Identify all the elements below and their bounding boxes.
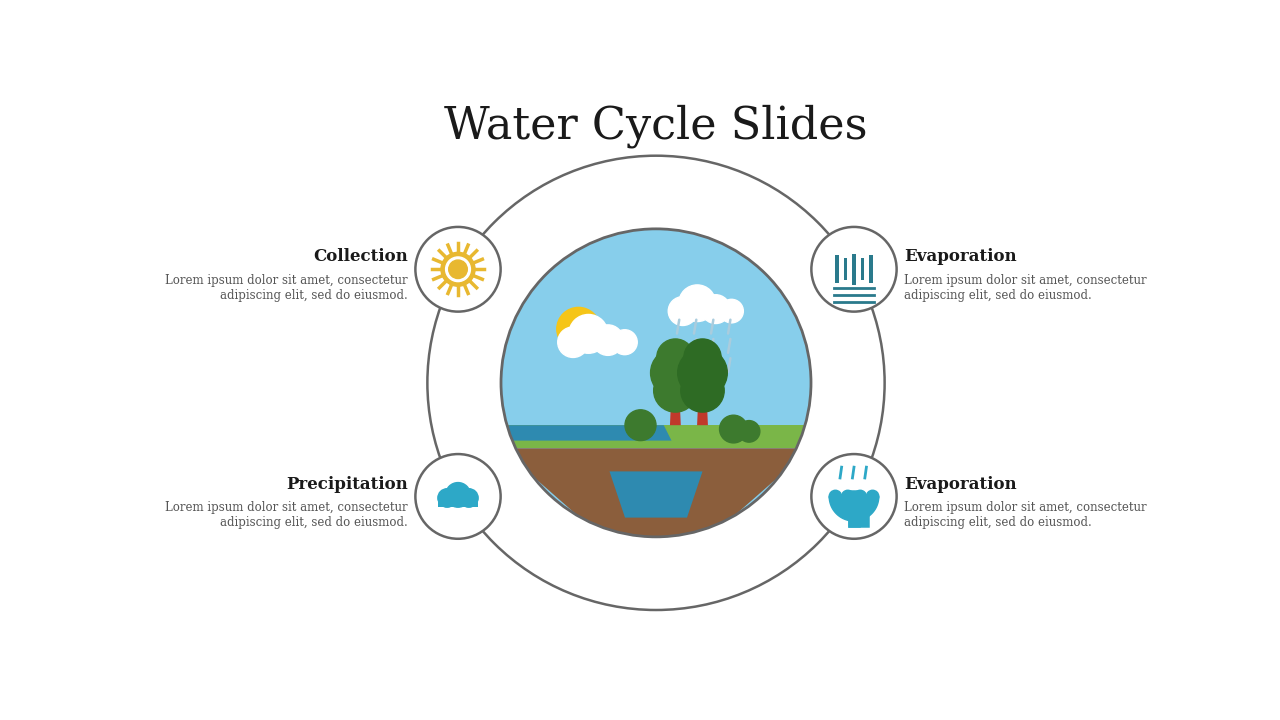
Circle shape bbox=[657, 339, 694, 376]
Circle shape bbox=[445, 482, 471, 507]
Circle shape bbox=[812, 227, 896, 312]
Circle shape bbox=[557, 307, 600, 351]
Bar bbox=[869, 256, 873, 283]
Circle shape bbox=[739, 420, 760, 442]
Circle shape bbox=[841, 490, 854, 503]
Bar bbox=[835, 256, 838, 283]
Polygon shape bbox=[698, 390, 708, 426]
Text: Precipitation: Precipitation bbox=[285, 476, 407, 492]
Circle shape bbox=[460, 489, 479, 507]
Circle shape bbox=[719, 415, 748, 443]
Polygon shape bbox=[500, 426, 812, 449]
Circle shape bbox=[719, 300, 744, 323]
Circle shape bbox=[449, 260, 467, 279]
Circle shape bbox=[677, 348, 727, 397]
Text: Evaporation: Evaporation bbox=[905, 476, 1018, 492]
Circle shape bbox=[438, 489, 457, 507]
Circle shape bbox=[612, 330, 637, 355]
Circle shape bbox=[593, 325, 623, 356]
Circle shape bbox=[558, 327, 589, 357]
Text: Lorem ipsum dolor sit amet, consectetur
adipiscing elit, sed do eiusmod.: Lorem ipsum dolor sit amet, consectetur … bbox=[165, 501, 407, 529]
Bar bbox=[852, 254, 856, 284]
Circle shape bbox=[701, 294, 730, 323]
Circle shape bbox=[668, 297, 698, 325]
Circle shape bbox=[654, 369, 698, 412]
Text: Lorem ipsum dolor sit amet, consectetur
adipiscing elit, sed do eiusmod.: Lorem ipsum dolor sit amet, consectetur … bbox=[905, 274, 1147, 302]
Text: Collection: Collection bbox=[312, 248, 407, 266]
Polygon shape bbox=[438, 498, 479, 507]
Polygon shape bbox=[829, 496, 879, 521]
Bar bbox=[860, 258, 864, 280]
Circle shape bbox=[500, 229, 812, 537]
Polygon shape bbox=[508, 426, 672, 441]
Circle shape bbox=[416, 454, 500, 539]
Circle shape bbox=[678, 285, 716, 322]
Circle shape bbox=[684, 339, 721, 376]
Text: Water Cycle Slides: Water Cycle Slides bbox=[444, 104, 868, 148]
Polygon shape bbox=[669, 390, 681, 426]
Circle shape bbox=[568, 315, 608, 354]
Circle shape bbox=[440, 252, 475, 287]
Circle shape bbox=[650, 348, 700, 397]
Circle shape bbox=[829, 490, 841, 503]
Circle shape bbox=[416, 227, 500, 312]
Text: Evaporation: Evaporation bbox=[905, 248, 1018, 266]
Polygon shape bbox=[609, 472, 703, 518]
Circle shape bbox=[681, 369, 724, 412]
Circle shape bbox=[854, 490, 867, 503]
Text: Lorem ipsum dolor sit amet, consectetur
adipiscing elit, sed do eiusmod.: Lorem ipsum dolor sit amet, consectetur … bbox=[905, 501, 1147, 529]
Polygon shape bbox=[500, 449, 812, 537]
Circle shape bbox=[445, 257, 471, 282]
Circle shape bbox=[867, 490, 879, 503]
Text: Lorem ipsum dolor sit amet, consectetur
adipiscing elit, sed do eiusmod.: Lorem ipsum dolor sit amet, consectetur … bbox=[165, 274, 407, 302]
Bar bbox=[844, 258, 847, 280]
Circle shape bbox=[625, 410, 657, 441]
Circle shape bbox=[812, 454, 896, 539]
